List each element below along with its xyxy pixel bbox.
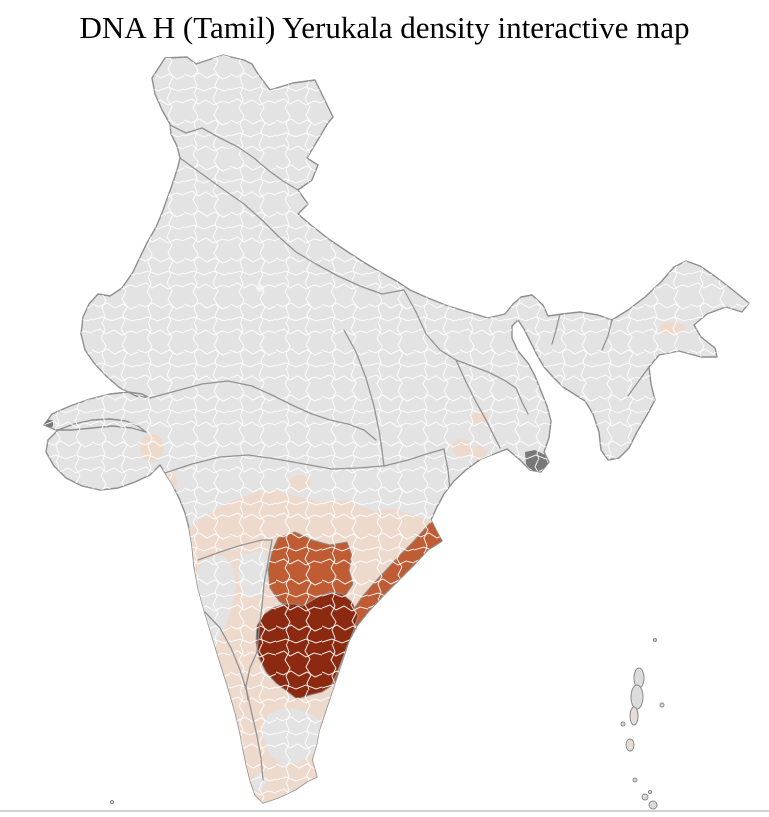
- island-dot-2: [659, 702, 665, 708]
- island-south-andaman[interactable]: [629, 706, 639, 726]
- region-low-density-gujarat-1[interactable]: [140, 434, 164, 462]
- india-mainland[interactable]: [43, 54, 750, 804]
- region-low-density-maharashtra[interactable]: [289, 475, 311, 491]
- island-nicobar-3: [648, 790, 652, 794]
- island-nicobar-1: [641, 793, 649, 801]
- andaman-nicobar-islands[interactable]: [110, 638, 665, 810]
- island-car-nicobar: [632, 777, 638, 783]
- region-very-light-rajasthan[interactable]: [256, 284, 264, 292]
- island-little-andaman[interactable]: [625, 738, 635, 752]
- island-dot-1: [653, 638, 657, 642]
- region-low-density-odisha-coast[interactable]: [442, 499, 462, 517]
- bottom-divider: [0, 810, 769, 812]
- region-low-density-jharkhand-1[interactable]: [471, 412, 489, 424]
- page-title: DNA H (Tamil) Yerukala density interacti…: [79, 10, 690, 45]
- island-middle-andaman[interactable]: [630, 684, 644, 710]
- region-low-density-assam[interactable]: [659, 322, 685, 334]
- island-dot-3: [620, 721, 626, 727]
- state-borders: [149, 124, 650, 781]
- region-low-density-jharkhand-2[interactable]: [452, 439, 472, 457]
- island-nicobar-2: [648, 800, 658, 810]
- island-west-speck: [110, 800, 114, 804]
